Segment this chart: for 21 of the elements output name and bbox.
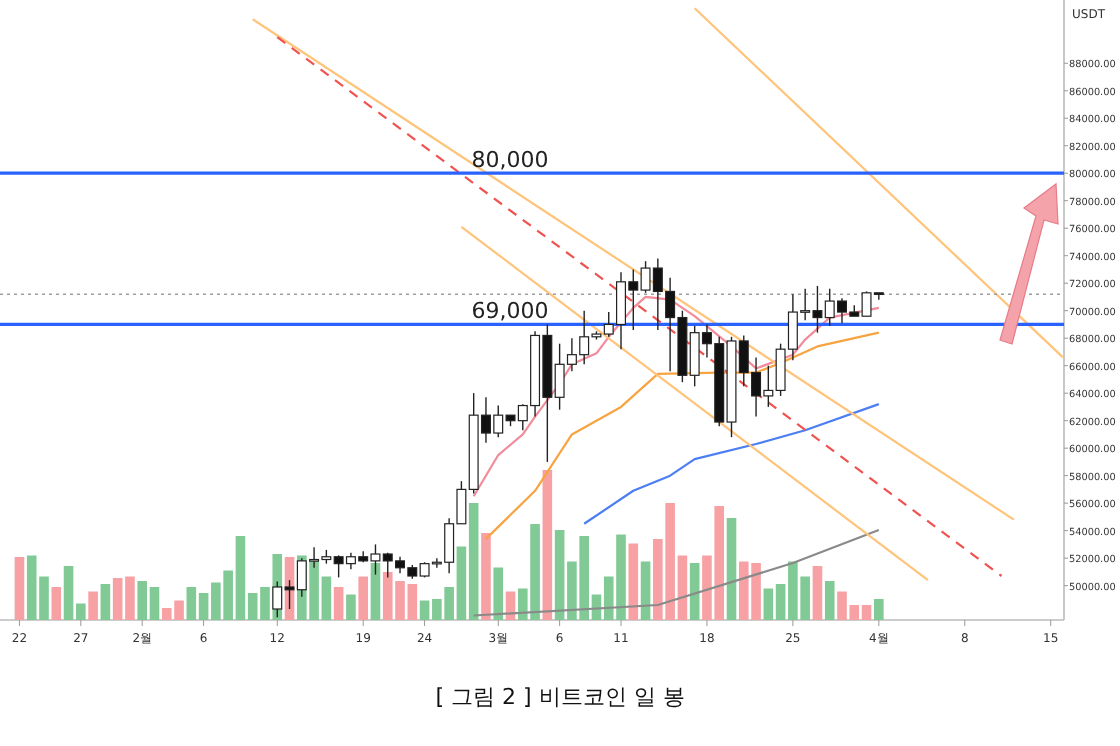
bar xyxy=(51,587,62,620)
ref-line-label: 69,000 xyxy=(471,298,549,325)
line-series xyxy=(484,331,880,540)
bar xyxy=(333,587,344,620)
bar xyxy=(346,594,356,620)
bar xyxy=(812,566,823,620)
line-series xyxy=(583,403,880,525)
bar xyxy=(874,599,884,620)
bar xyxy=(14,557,25,620)
bar xyxy=(726,518,737,620)
bar xyxy=(358,576,368,620)
bar xyxy=(542,470,553,620)
bar xyxy=(628,543,639,620)
bar xyxy=(493,567,504,620)
bar xyxy=(88,591,98,620)
bar xyxy=(824,581,835,620)
bar xyxy=(481,533,491,620)
bar xyxy=(100,584,111,620)
ref-line-label: 80,000 xyxy=(471,147,549,174)
text: [ 그림 2 ] 비트코인 일 봉 xyxy=(435,684,685,710)
bar xyxy=(689,563,700,620)
